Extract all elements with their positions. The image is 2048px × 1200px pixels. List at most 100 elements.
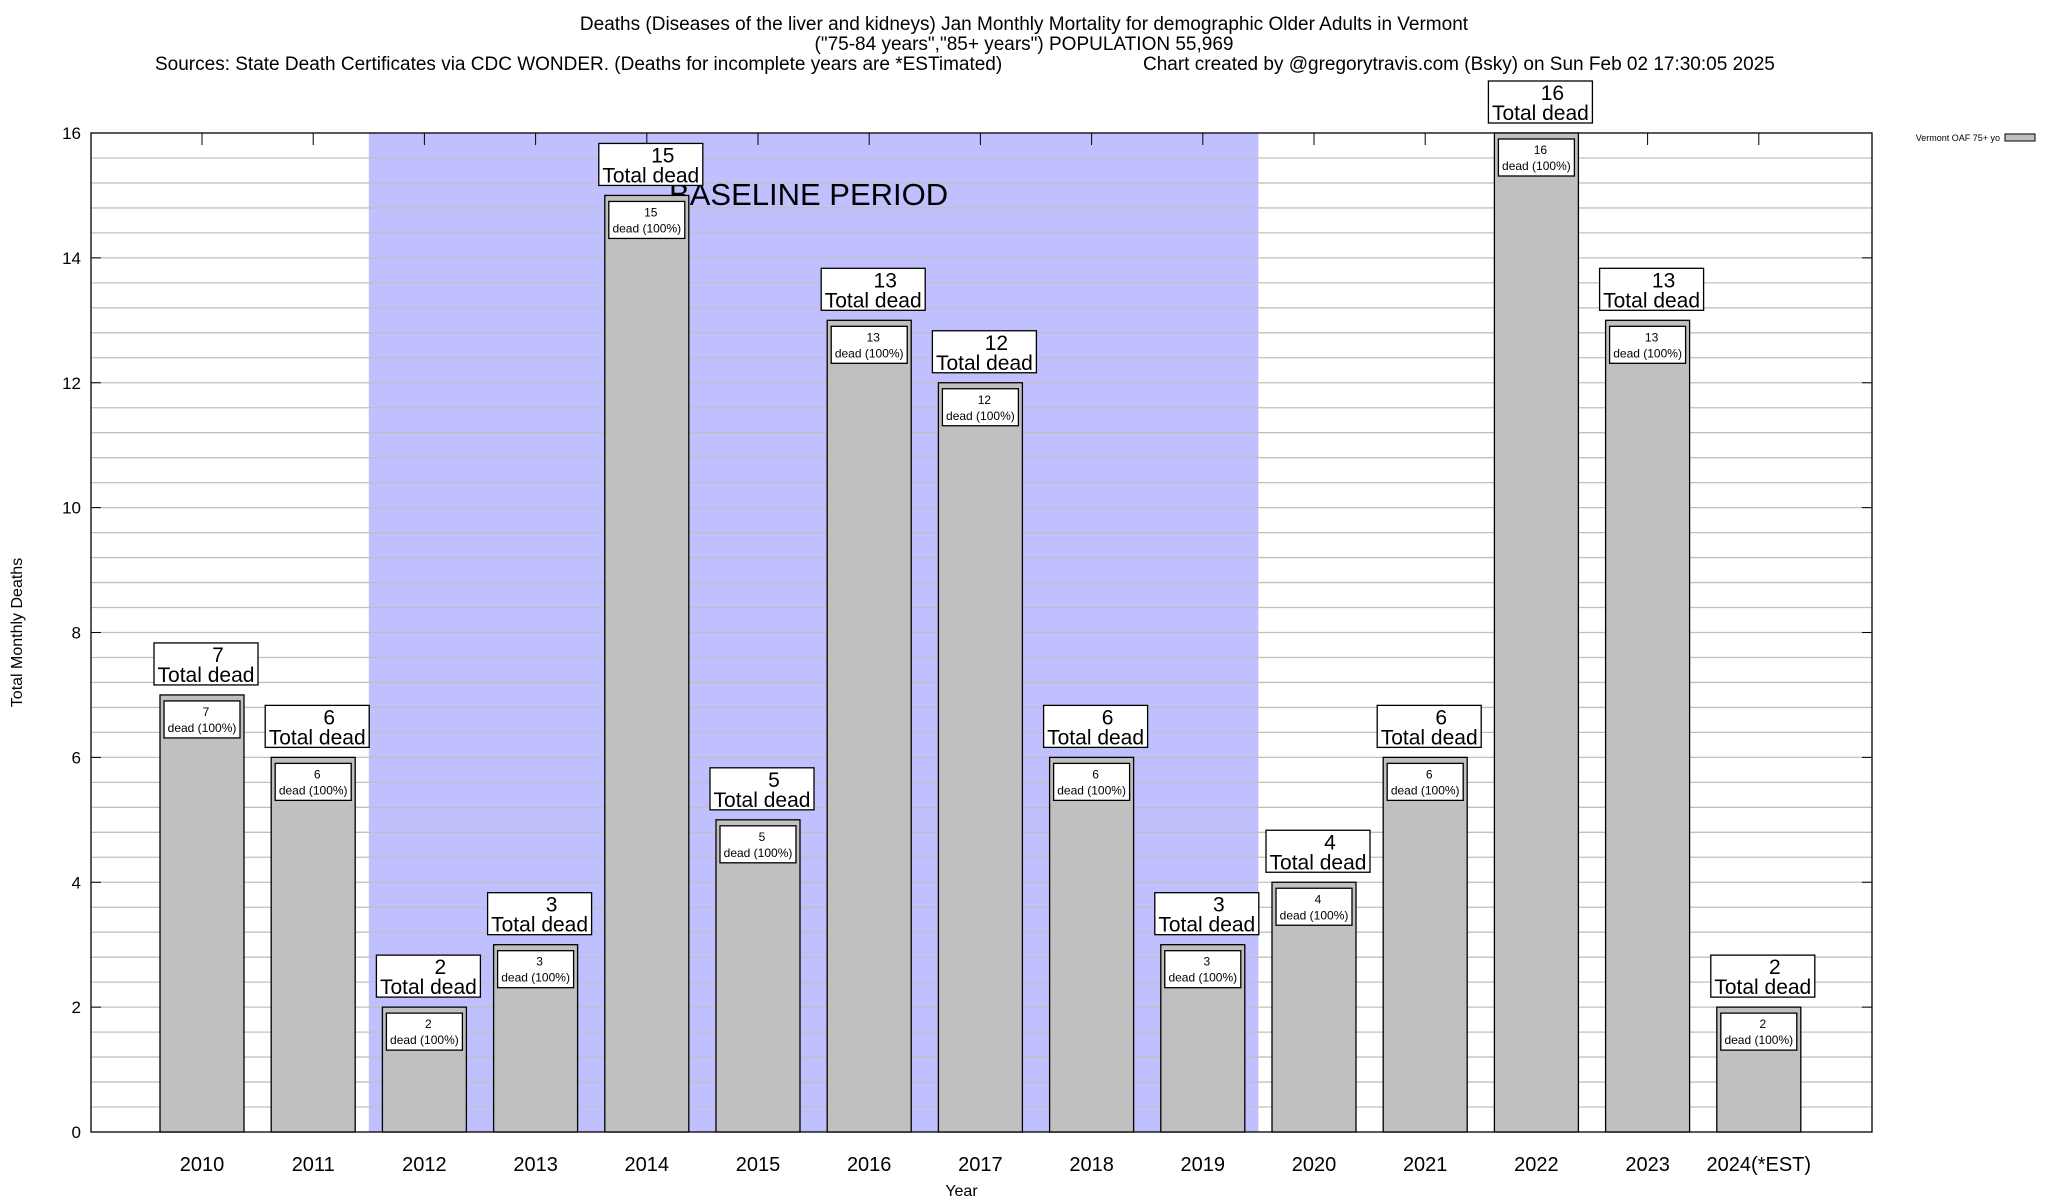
bar-inner-label: dead (100%) [279, 783, 348, 797]
bar-inner-label: dead (100%) [946, 409, 1015, 423]
bar-inner-label-box [1275, 887, 1353, 926]
x-tick-label: 2021 [1403, 1154, 1448, 1176]
total-value: 3 [546, 894, 558, 917]
y-tick-label: 0 [72, 1123, 81, 1142]
total-value: 3 [1213, 894, 1225, 917]
baseline-period-label: BASELINE PERIOD [669, 177, 948, 212]
bar-inner-value: 12 [978, 393, 992, 407]
bar-inner-label: dead (100%) [168, 721, 237, 735]
y-tick-label: 4 [72, 873, 81, 892]
bar-inner-label: dead (100%) [1502, 159, 1571, 173]
bar [715, 819, 801, 1133]
bar-inner-value: 3 [1203, 955, 1210, 969]
bar [270, 756, 356, 1133]
x-tick-label: 2011 [292, 1154, 335, 1176]
total-label: Total dead [1381, 726, 1478, 749]
bar-inner-value: 5 [759, 830, 766, 844]
total-label: Total dead [1270, 851, 1367, 874]
x-tick-label: 2013 [513, 1154, 558, 1176]
bar-inner-label-box [496, 950, 575, 989]
total-label: Total dead [936, 352, 1033, 375]
total-label: Total dead [491, 914, 588, 937]
bar-inner-value: 2 [1759, 1017, 1766, 1031]
bar-inner-label-box [830, 325, 908, 364]
bar [826, 319, 912, 1133]
bar-inner-label-box [1386, 762, 1464, 802]
total-value: 6 [323, 706, 335, 729]
total-label-box [820, 267, 926, 311]
total-value: 13 [1652, 269, 1675, 292]
chart-title: Deaths (Diseases of the liver and kidney… [579, 14, 1469, 35]
total-label: Total dead [714, 789, 811, 812]
y-tick-label: 16 [62, 124, 81, 143]
total-label-box [1154, 892, 1260, 936]
x-tick-label: 2020 [1292, 1154, 1337, 1176]
total-value: 2 [1769, 956, 1781, 979]
total-label-box [1042, 704, 1149, 749]
bar [1493, 132, 1580, 1133]
bar-inner-label-box [1720, 1012, 1798, 1051]
sources-note: Sources: State Death Certificates via CD… [155, 54, 1003, 75]
y-tick-label: 10 [62, 499, 81, 518]
bar-inner-label: dead (100%) [724, 846, 793, 860]
total-label: Total dead [1492, 102, 1589, 125]
credit-note: Chart created by @gregorytravis.com (Bsk… [1143, 54, 1775, 75]
x-tick-label: 2017 [958, 1154, 1003, 1176]
total-value: 2 [435, 956, 447, 979]
bar-inner-value: 6 [314, 767, 321, 781]
x-axis-label: Year [945, 1183, 978, 1200]
chart-subtitle: ("75-84 years","85+ years") POPULATION 5… [814, 34, 1234, 55]
bar-inner-label: dead (100%) [1613, 346, 1682, 360]
y-tick-label: 6 [72, 748, 81, 767]
total-label-box [598, 142, 704, 187]
bar-inner-label-box [1164, 950, 1242, 989]
y-tick-label: 14 [62, 249, 81, 268]
y-tick-label: 12 [62, 374, 81, 393]
x-tick-label: 2014 [625, 1154, 670, 1176]
bar [1048, 756, 1135, 1133]
bar [937, 382, 1024, 1133]
x-tick-label: 2018 [1069, 1154, 1114, 1176]
total-label-box [264, 704, 370, 749]
x-tick-label: 2019 [1181, 1154, 1226, 1176]
x-tick-label: 2023 [1625, 1154, 1670, 1176]
total-label: Total dead [1603, 289, 1700, 312]
bar-inner-label: dead (100%) [1168, 971, 1237, 985]
bar-inner-value: 7 [203, 705, 210, 719]
bar-inner-label: dead (100%) [1391, 783, 1460, 797]
total-label: Total dead [602, 164, 699, 187]
total-label: Total dead [380, 976, 477, 999]
bar-inner-label-box [608, 200, 686, 240]
total-label-box [1710, 954, 1816, 998]
total-value: 4 [1324, 831, 1336, 854]
total-label: Total dead [1047, 726, 1144, 749]
bar-inner-value: 13 [1645, 330, 1659, 344]
bar-inner-label-box [1497, 138, 1576, 177]
x-tick-label: 2022 [1514, 1154, 1559, 1176]
bar-inner-value: 15 [644, 205, 658, 219]
bar-inner-label: dead (100%) [1724, 1033, 1793, 1047]
total-value: 5 [768, 769, 780, 792]
x-tick-label: 2010 [180, 1154, 225, 1176]
bar-inner-value: 3 [536, 955, 543, 969]
total-value: 7 [212, 644, 224, 667]
total-label: Total dead [825, 289, 922, 312]
bar [159, 694, 245, 1133]
total-label-box [1265, 829, 1371, 873]
bar-inner-label-box [719, 825, 797, 864]
total-label-box [1487, 80, 1594, 124]
bar-inner-value: 4 [1315, 892, 1322, 906]
total-label-box [1376, 704, 1482, 749]
x-tick-label: 2012 [402, 1154, 447, 1176]
bar [1604, 319, 1691, 1133]
y-tick-label: 2 [72, 998, 81, 1017]
total-value: 6 [1435, 706, 1447, 729]
total-label-box [709, 767, 815, 811]
bar-inner-label: dead (100%) [390, 1033, 459, 1047]
bar [1382, 756, 1468, 1133]
total-value: 16 [1541, 82, 1564, 105]
bar-inner-label-box [941, 388, 1020, 427]
bar-inner-label: dead (100%) [835, 346, 904, 360]
bar-inner-label: dead (100%) [1057, 783, 1126, 797]
bar-inner-label-box [385, 1012, 464, 1051]
